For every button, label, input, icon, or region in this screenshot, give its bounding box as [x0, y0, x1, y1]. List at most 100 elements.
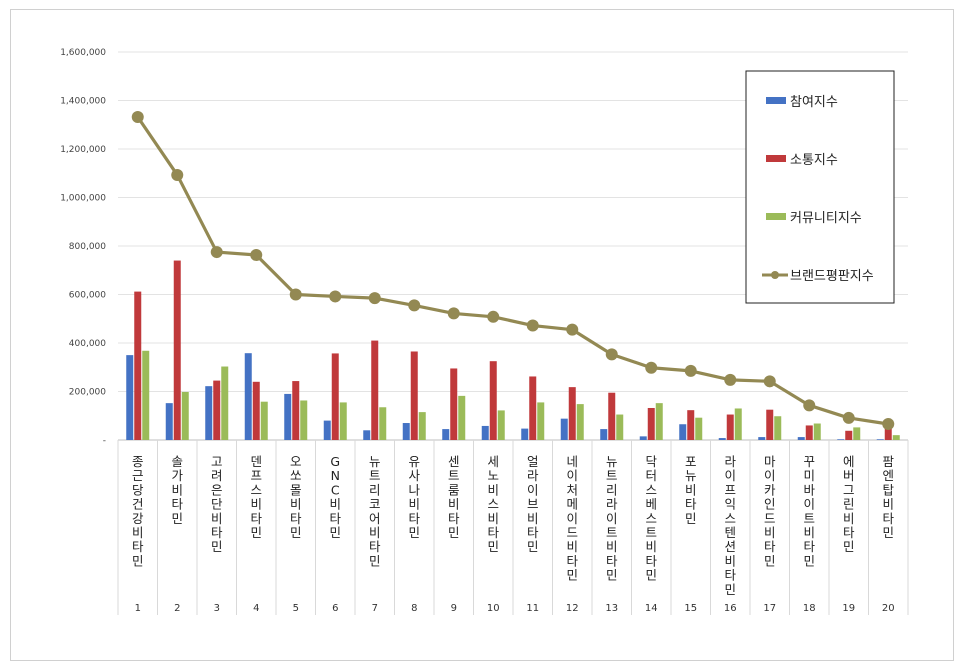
bar [244, 353, 252, 440]
line-point [526, 319, 539, 332]
category-index: 7 [372, 603, 378, 614]
line-point [171, 168, 184, 181]
bar [481, 425, 489, 440]
category-index: 8 [411, 603, 417, 614]
line-point [210, 246, 223, 259]
bar [300, 400, 308, 440]
bar [339, 402, 347, 440]
bar [639, 436, 647, 440]
line-point [842, 411, 855, 424]
legend-marker [771, 271, 779, 279]
line-point [645, 361, 658, 374]
bar [418, 412, 426, 440]
category-index: 10 [487, 603, 500, 614]
legend-label: 참여지수 [790, 95, 838, 110]
bar [173, 260, 181, 440]
line-point [368, 292, 381, 305]
line-point [684, 364, 697, 377]
line-point [882, 417, 895, 430]
line-point [289, 288, 302, 301]
y-tick-label: 600,000 [69, 291, 106, 301]
y-tick-label: 200,000 [69, 388, 106, 398]
bar [576, 404, 584, 440]
category-index: 2 [174, 603, 180, 614]
bar [213, 380, 221, 440]
bar [695, 417, 703, 440]
legend-swatch [766, 155, 786, 162]
category-index: 12 [566, 603, 579, 614]
bar [529, 376, 537, 440]
line-point [803, 399, 816, 412]
bar [687, 410, 695, 440]
bar [797, 437, 805, 440]
bar [884, 427, 892, 440]
bar [774, 416, 782, 440]
bar [284, 393, 292, 440]
bar [450, 368, 458, 440]
category-index: 20 [882, 603, 895, 614]
bar [892, 435, 900, 440]
category-index: 4 [253, 603, 259, 614]
line-point [487, 310, 500, 323]
y-tick-label: 1,600,000 [60, 48, 106, 58]
y-tick-label: 800,000 [69, 242, 106, 252]
legend-box [745, 70, 895, 304]
bar [134, 291, 142, 440]
bar [205, 386, 213, 440]
category-index: 18 [803, 603, 816, 614]
y-tick-label: 400,000 [69, 339, 106, 349]
bar [181, 391, 189, 440]
category-index: 15 [684, 603, 697, 614]
category-index: 1 [135, 603, 141, 614]
legend-swatch [766, 213, 786, 220]
category-index: 11 [526, 603, 539, 614]
bar [813, 423, 821, 440]
bar [726, 414, 734, 440]
bar [252, 381, 260, 440]
bar [616, 414, 624, 440]
bar [260, 401, 268, 440]
bar [165, 403, 173, 440]
bar [442, 429, 450, 440]
bar [876, 439, 884, 440]
category-index: 5 [293, 603, 299, 614]
bar [853, 427, 861, 440]
y-axis: - 200,000 400,000 600,000 800,000 1,000,000 1,… [60, 48, 106, 446]
bar [497, 410, 505, 440]
bar [142, 350, 150, 440]
bar [126, 355, 134, 440]
category-index: 3 [214, 603, 220, 614]
line-point [724, 373, 737, 386]
bar [489, 361, 497, 440]
line-point [447, 307, 460, 320]
line-point [763, 375, 776, 388]
bar [655, 403, 663, 440]
bar [734, 408, 742, 440]
bar [837, 439, 845, 440]
line-point [250, 248, 263, 261]
category-index: 16 [724, 603, 737, 614]
y-tick-label: - [103, 436, 106, 446]
y-tick-label: 1,000,000 [60, 194, 106, 204]
bar [647, 407, 655, 440]
line-point [605, 348, 618, 361]
y-tick-label: 1,400,000 [60, 97, 106, 107]
bar [363, 430, 371, 440]
line-point [131, 110, 144, 123]
category-index: 14 [645, 603, 658, 614]
bar [323, 420, 331, 440]
